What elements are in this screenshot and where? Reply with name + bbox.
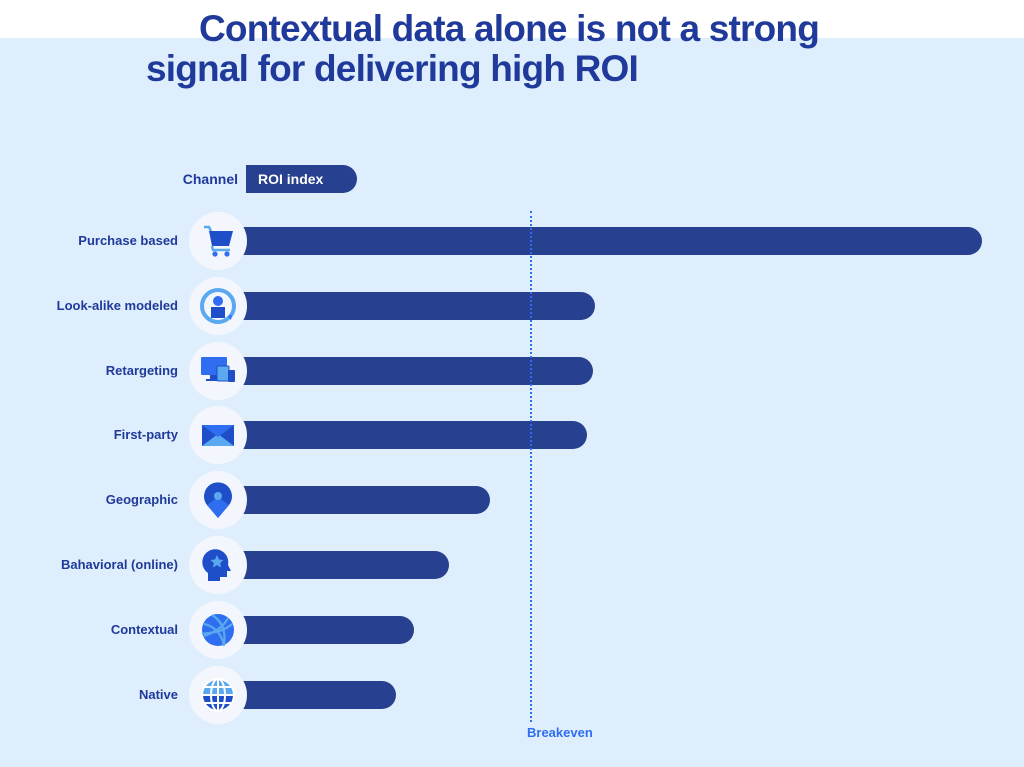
- user-refresh-icon: [189, 276, 247, 335]
- category-label: Purchase based: [78, 233, 178, 248]
- bar-purchase-based: [238, 227, 982, 255]
- category-label: Native: [138, 686, 178, 702]
- devices-icon: [189, 341, 247, 400]
- category-label: Bahavioral (online): [60, 557, 178, 572]
- bar-bahavioral-online: [238, 551, 449, 579]
- shopping-cart-icon: [189, 212, 247, 270]
- bar-contextual: [238, 615, 414, 644]
- bar-geographic: [238, 486, 490, 515]
- category-label: First-party: [113, 427, 178, 443]
- bar-native: [238, 680, 396, 709]
- chart-title-line-1: Contextual data alone is not a strong: [199, 8, 820, 49]
- category-label: Contextual: [110, 621, 178, 637]
- map-pin-icon: [189, 471, 247, 530]
- bar-first-party: [238, 421, 587, 450]
- chart-title-line-2: signal for delivering high ROI: [146, 48, 639, 89]
- channel-column-header: Channel: [182, 171, 238, 187]
- bar-retargeting: [238, 356, 593, 385]
- category-label: Geographic: [105, 492, 178, 508]
- category-label: Retargeting: [105, 362, 178, 378]
- roi-index-column-header: ROI index: [246, 165, 357, 193]
- head-star-icon: [189, 536, 247, 594]
- envelope-icon: [189, 406, 247, 465]
- category-label: Look-alike modeled: [56, 297, 178, 313]
- ball-icon: [189, 600, 247, 659]
- chart-background: [0, 38, 1024, 767]
- breakeven-label: Breakeven: [527, 725, 593, 740]
- breakeven-line: [530, 211, 532, 722]
- bar-look-alike-modeled: [238, 291, 595, 320]
- globe-icon: [189, 665, 247, 724]
